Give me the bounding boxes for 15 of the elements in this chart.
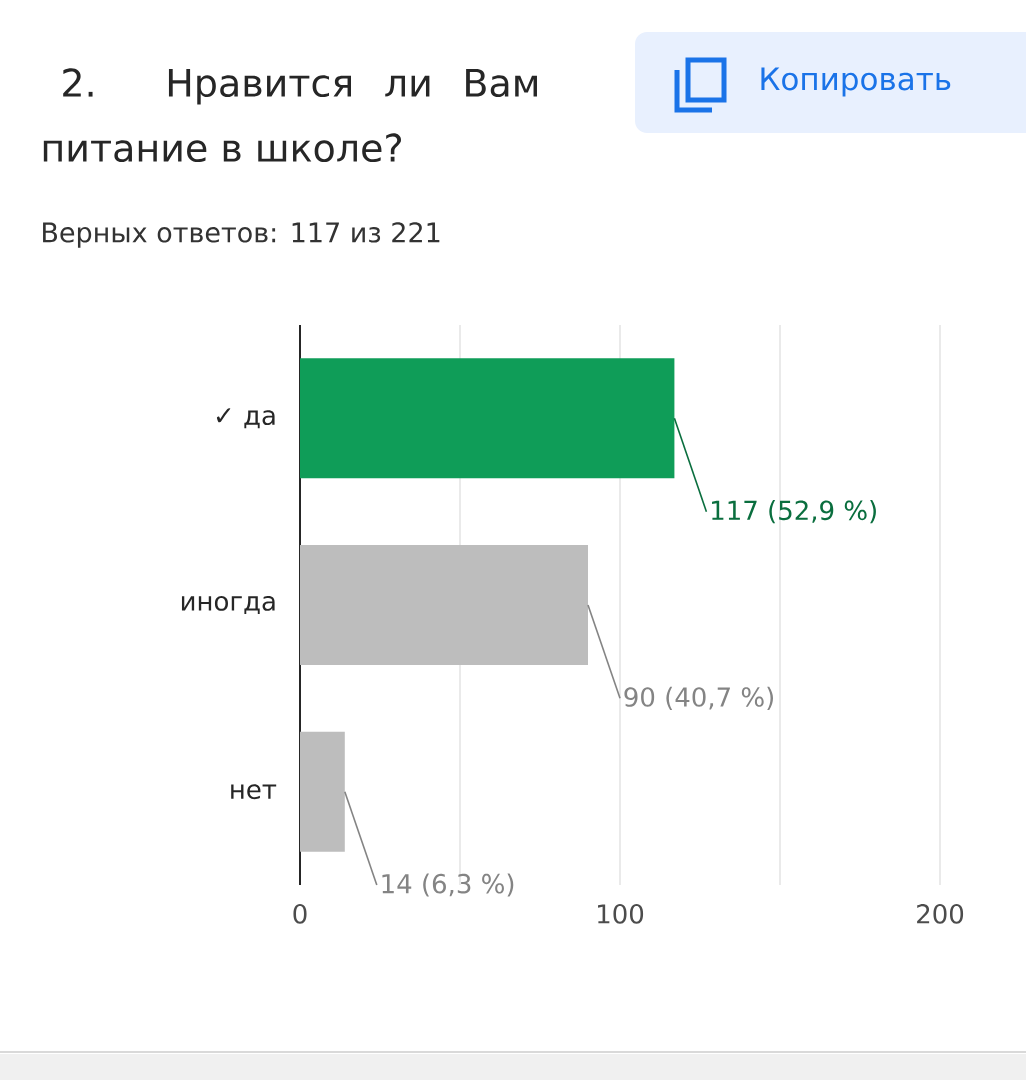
y-tick-label: иногда [181,595,275,615]
x-tick-label: 0 [293,904,307,924]
x-tick-label: 100 [598,904,644,924]
x-tick-label: 200 [917,904,964,924]
bar [300,731,345,852]
chart-subtitle: Верных ответов: 117 из 221 [43,222,440,248]
data-label: 117 (52,9 %) [712,500,876,524]
y-tick-label: нет [231,784,277,800]
bar [300,545,588,666]
data-label: 14 (6,3 %) [382,873,514,897]
chart-title: 2. Нравится ли Вам питание в школе? [43,68,537,163]
y-tick-label: ✓ да [216,408,275,429]
bar [300,358,675,479]
data-label: 90 (40,7 %) [624,686,774,710]
text: Копировать [761,67,951,97]
